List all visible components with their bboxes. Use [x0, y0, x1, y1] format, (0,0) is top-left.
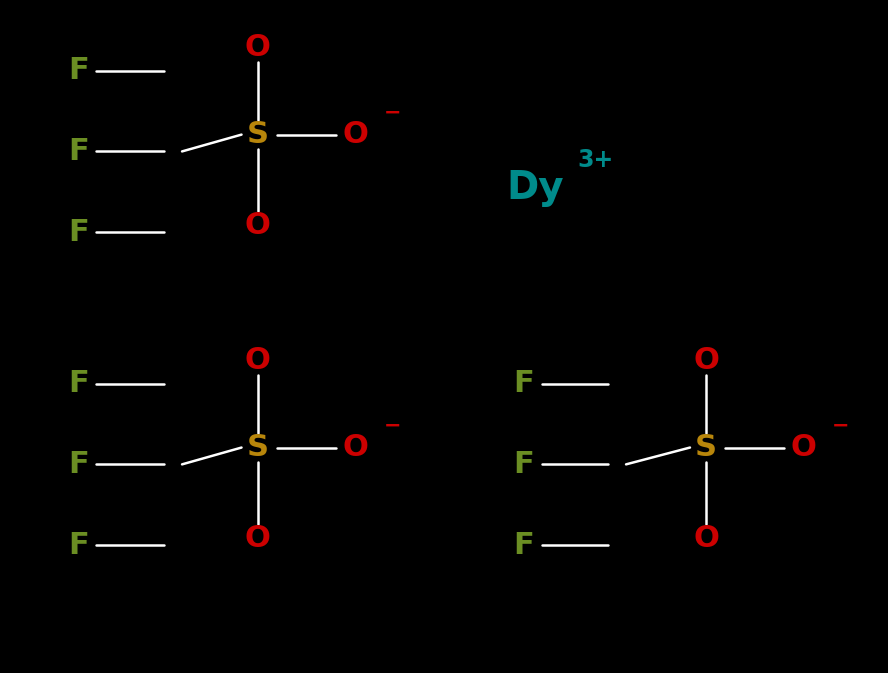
Text: O: O	[244, 345, 271, 375]
Text: S: S	[695, 433, 717, 462]
Text: −: −	[384, 416, 401, 436]
Text: F: F	[513, 369, 535, 398]
Text: −: −	[832, 416, 850, 436]
Text: O: O	[790, 433, 817, 462]
Text: O: O	[244, 32, 271, 62]
Text: 3+: 3+	[577, 148, 614, 172]
Text: F: F	[67, 217, 89, 247]
Text: −: −	[384, 103, 401, 123]
Text: F: F	[67, 56, 89, 85]
Text: O: O	[342, 433, 369, 462]
Text: F: F	[67, 450, 89, 479]
Text: S: S	[247, 433, 268, 462]
Text: F: F	[513, 450, 535, 479]
Text: O: O	[244, 211, 271, 240]
Text: F: F	[513, 530, 535, 560]
Text: O: O	[244, 524, 271, 553]
Text: F: F	[67, 530, 89, 560]
Text: F: F	[67, 369, 89, 398]
Text: O: O	[693, 345, 719, 375]
Text: O: O	[693, 524, 719, 553]
Text: Dy: Dy	[506, 170, 564, 207]
Text: O: O	[342, 120, 369, 149]
Text: S: S	[247, 120, 268, 149]
Text: F: F	[67, 137, 89, 166]
